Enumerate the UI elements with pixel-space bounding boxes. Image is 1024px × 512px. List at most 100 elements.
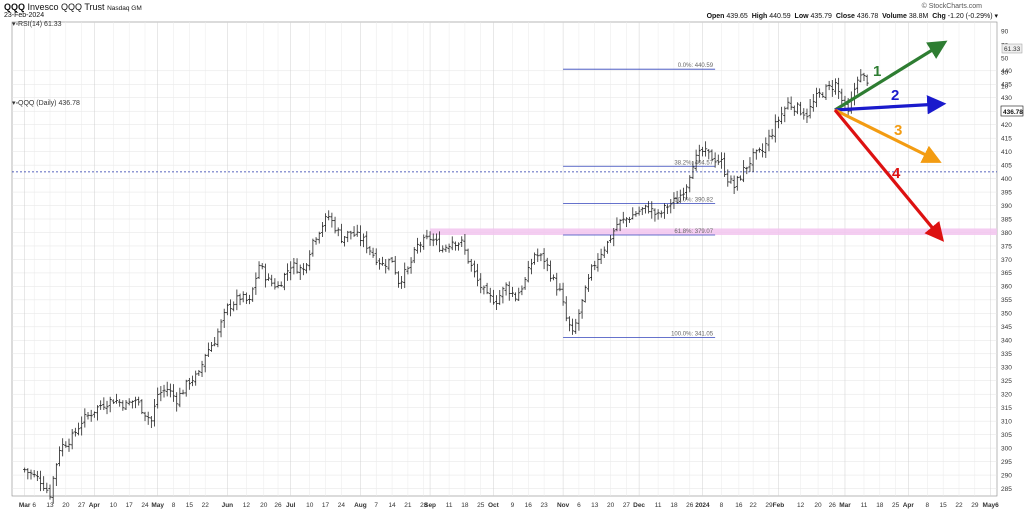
price-bar <box>83 408 87 428</box>
price-bar <box>241 291 245 303</box>
chg-value: -1.20 (-0.29%) <box>947 13 993 20</box>
price-bar <box>105 400 109 415</box>
y-tick-label: 320 <box>1001 392 1012 399</box>
price-bar <box>200 360 204 377</box>
price-bar <box>681 187 686 201</box>
price-bar <box>599 248 603 264</box>
price-bar <box>564 296 568 322</box>
price-bar <box>735 175 739 191</box>
price-bar <box>333 216 337 234</box>
price-bar <box>184 379 188 397</box>
chg-label: Chg <box>932 13 946 20</box>
x-tick-label: 7 <box>374 502 378 509</box>
price-bar <box>425 229 429 240</box>
price-bar <box>349 230 353 240</box>
x-tick-label: 22 <box>750 502 758 509</box>
price-bar <box>282 272 286 291</box>
price-bar <box>143 411 147 422</box>
price-bar <box>691 161 695 179</box>
price-bar <box>643 204 648 214</box>
x-tick-label: 20 <box>607 502 615 509</box>
price-bar <box>260 263 264 270</box>
x-tick-label: Feb <box>773 502 785 509</box>
price-bar <box>536 248 540 262</box>
price-bar <box>792 105 796 116</box>
price-bar <box>86 411 90 420</box>
price-bar <box>317 231 321 244</box>
x-tick-label: 10 <box>306 502 314 509</box>
price-bar <box>523 276 527 290</box>
watermark: © StockCharts.com <box>921 3 982 10</box>
x-tick-label: 11 <box>446 502 453 509</box>
price-bar <box>678 189 682 203</box>
x-tick-label: 20 <box>260 502 268 509</box>
price-bar <box>672 192 676 209</box>
x-tick-label: 21 <box>404 502 412 509</box>
price-bar <box>266 273 271 281</box>
price-bar <box>67 438 71 452</box>
price-bar <box>742 160 746 183</box>
price-bar <box>802 108 806 120</box>
x-tick-label: 26 <box>686 502 694 509</box>
fib-level-label: 100.0%: 341.05 <box>671 331 714 337</box>
y-tick-label: 330 <box>1001 365 1012 372</box>
price-bar <box>95 405 100 421</box>
x-tick-label: 28 <box>420 502 428 509</box>
price-bar <box>659 210 663 218</box>
price-bar <box>130 400 134 409</box>
price-bar <box>346 230 350 243</box>
chart-date: 23-Feb-2024 <box>4 12 45 19</box>
x-tick-label: 8 <box>926 502 930 509</box>
y-tick-label: 370 <box>1001 257 1012 264</box>
high-label: High <box>751 13 768 20</box>
y-tick-label: 345 <box>1001 324 1012 331</box>
price-bar <box>488 287 492 303</box>
x-tick-label: 10 <box>110 502 118 509</box>
price-bar <box>228 299 233 317</box>
price-bar <box>615 217 619 232</box>
price-bar <box>441 245 445 253</box>
price-bar <box>738 175 743 181</box>
price-bar <box>510 286 515 297</box>
y-tick-label: 310 <box>1001 418 1012 425</box>
price-bar <box>675 190 679 204</box>
price-bar <box>133 396 138 409</box>
price-bar <box>542 248 546 270</box>
price-bar <box>342 235 347 247</box>
chart-zones: 0.0%: 440.59 38.2%: 404.57 50.0%: 390.82 61… <box>12 63 997 338</box>
x-tick-label: 11 <box>655 502 662 509</box>
y-tick-label: 415 <box>1001 135 1012 142</box>
volume-value: 38.8M <box>908 13 929 20</box>
legend-toggle-icon: ▾▫ <box>12 100 18 107</box>
x-tick-label: 16 <box>525 502 533 509</box>
y-tick-label: 360 <box>1001 284 1012 291</box>
price-bar <box>631 207 635 220</box>
chevron-down-icon[interactable]: ▾ <box>994 13 998 20</box>
price-bar <box>178 387 182 408</box>
price-bar <box>216 328 220 348</box>
price-bar <box>444 244 448 252</box>
y-tick-label: 405 <box>1001 162 1012 169</box>
price-bar <box>327 210 331 221</box>
price-bar <box>225 303 229 316</box>
x-tick-label: 6 <box>577 502 581 509</box>
price-bar <box>783 106 787 123</box>
price-bar <box>596 253 600 272</box>
price-bar <box>273 278 277 290</box>
rsi-value-tag <box>1001 43 1023 54</box>
x-tick-label: 15 <box>940 502 948 509</box>
price-bar <box>621 211 625 224</box>
price-bar <box>235 289 239 311</box>
price-bar <box>567 316 572 332</box>
price-bar <box>833 78 838 95</box>
x-tick-label: 17 <box>126 502 134 509</box>
scenario-arrows: 12 3 4 <box>833 40 948 242</box>
scenario-label-1: 1 <box>873 63 881 80</box>
price-bar <box>507 281 511 301</box>
price-bar <box>501 286 505 304</box>
y-tick-label: 300 <box>1001 445 1012 452</box>
price-bar <box>99 400 103 410</box>
chart-header-title: QQQ Invesco QQQ Trust Nasdaq GM <box>4 2 142 12</box>
price-bar <box>428 231 432 246</box>
